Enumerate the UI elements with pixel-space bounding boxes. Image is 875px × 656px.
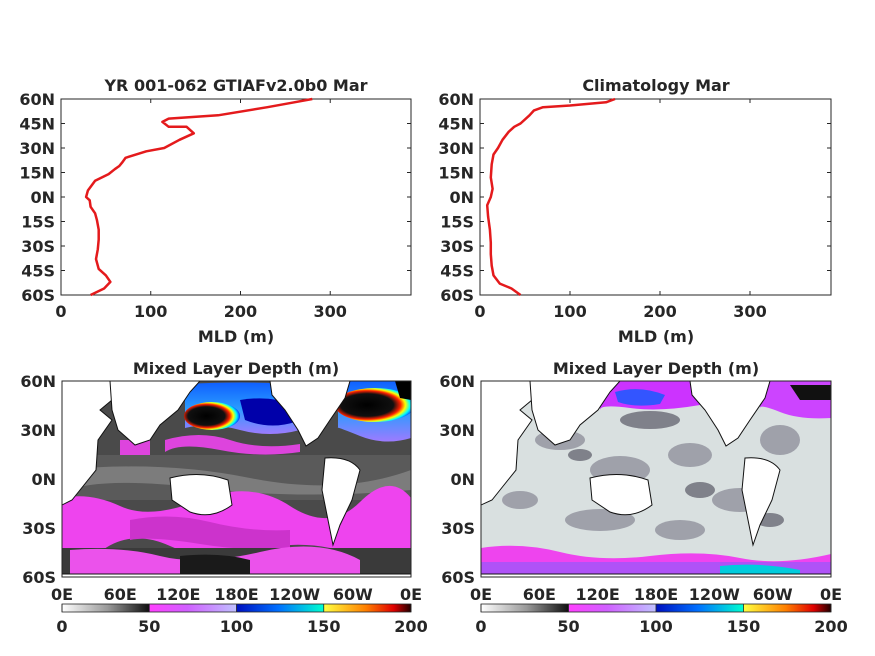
mld-map-left: Mixed Layer Depth (m) xyxy=(20,359,427,636)
y-tick-label: 45S xyxy=(21,262,55,281)
y-tick-label: 60S xyxy=(21,286,55,305)
map-y-ticks-right: 60N 30N 0N 30S 60S xyxy=(439,372,475,587)
x-tick-label: 100 xyxy=(134,302,167,321)
map-x-tick-label: 0E xyxy=(470,585,492,604)
map-y-tick-label: 30N xyxy=(439,421,475,440)
colorbar-tick-label: 200 xyxy=(394,617,427,636)
colorbar-tick-label: 50 xyxy=(138,617,160,636)
colorbar-tick-label: 100 xyxy=(220,617,253,636)
map-x-tick-label: 60W xyxy=(753,585,793,604)
map-title-right: Mixed Layer Depth (m) xyxy=(553,359,759,378)
y-tick-label: 30S xyxy=(21,237,55,256)
map-y-tick-label: 60S xyxy=(441,568,475,587)
series-line-left xyxy=(84,97,313,297)
x-tick-label: 300 xyxy=(314,302,347,321)
y-tick-label: 45N xyxy=(19,115,55,134)
map-x-tick-label: 60E xyxy=(104,585,137,604)
profile-panel-left: YR 001-062 GTIAFv2.0b0 Mar 60N45N30N15N0… xyxy=(19,76,412,346)
colorbar-tick-label: 200 xyxy=(814,617,847,636)
y-tick-label: 60N xyxy=(438,90,474,109)
x-tick-label: 200 xyxy=(224,302,257,321)
map-x-ticks-left: 0E 60E 120E 180E 120W 60W 0E xyxy=(51,585,422,604)
kuroshio-hotspot xyxy=(184,402,240,430)
colorbar-tick-label: 100 xyxy=(639,617,672,636)
map-y-tick-label: 0N xyxy=(31,470,56,489)
map-x-tick-label: 120W xyxy=(269,585,320,604)
profile-panel-right: Climatology Mar 60N45N30N15N0N15S30S45S6… xyxy=(438,76,832,346)
colorbar-ticks-left: 0 50 100 150 200 xyxy=(56,604,428,636)
y-tick-label: 15S xyxy=(21,213,55,232)
map-title-left: Mixed Layer Depth (m) xyxy=(133,359,339,378)
map-x-tick-label: 60W xyxy=(333,585,373,604)
land-mask-right xyxy=(481,381,831,577)
map-x-tick-label: 0E xyxy=(51,585,73,604)
x-tick-label: 0 xyxy=(55,302,66,321)
map-field-left xyxy=(62,381,411,577)
colorbar-ticks-right: 0 50 100 150 200 xyxy=(475,604,848,636)
y-tick-label: 15S xyxy=(440,213,474,232)
land-mask-left xyxy=(62,381,411,577)
x-tick-label: 0 xyxy=(474,302,485,321)
map-y-tick-label: 60S xyxy=(22,568,56,587)
map-x-tick-label: 180E xyxy=(214,585,258,604)
y-tick-label: 60N xyxy=(19,90,55,109)
map-y-tick-label: 60N xyxy=(20,372,56,391)
y-tick-label: 30N xyxy=(19,139,55,158)
y-tick-label: 45S xyxy=(440,262,474,281)
map-y-ticks-left: 60N 30N 0N 30S 60S xyxy=(20,372,56,587)
y-tick-label: 15N xyxy=(19,164,55,183)
y-tick-labels-right: 60N 45N 30N 15N 0N 15S 30S 45S 60S xyxy=(438,90,831,305)
colorbar-tick-label: 0 xyxy=(56,617,67,636)
map-x-tick-label: 120W xyxy=(689,585,740,604)
y-tick-label: 45N xyxy=(438,115,474,134)
map-y-tick-label: 30S xyxy=(22,519,56,538)
map-x-ticks-right: 0E 60E 120E 180E 120W 60W 0E xyxy=(470,585,842,604)
map-x-tick-label: 0E xyxy=(820,585,842,604)
x-tick-labels-left: 0 100 200 300 xyxy=(55,99,347,321)
series-line-right xyxy=(485,97,616,297)
plot-title-right: Climatology Mar xyxy=(582,76,729,95)
y-tick-label: 60S xyxy=(440,286,474,305)
map-x-tick-label: 60E xyxy=(523,585,556,604)
plot-area-left xyxy=(60,98,412,296)
y-tick-labels-left: 60N 45N 30N 15N 0N 15S 30S 45S 60S xyxy=(19,90,411,305)
mld-profile-line xyxy=(84,97,313,297)
x-axis-label-right: MLD (m) xyxy=(618,327,694,346)
map-x-tick-label: 180E xyxy=(634,585,678,604)
colorbar-tick-label: 150 xyxy=(307,617,340,636)
map-y-tick-label: 30N xyxy=(20,421,56,440)
plot-title-left: YR 001-062 GTIAFv2.0b0 Mar xyxy=(103,76,367,95)
plot-area-right xyxy=(479,98,832,296)
x-axis-label-left: MLD (m) xyxy=(198,327,274,346)
y-tick-label: 30N xyxy=(438,139,474,158)
map-field-right xyxy=(481,381,831,577)
map-x-tick-label: 120E xyxy=(156,585,200,604)
y-tick-label: 0N xyxy=(449,188,474,207)
map-y-tick-label: 60N xyxy=(439,372,475,391)
y-tick-label: 15N xyxy=(438,164,474,183)
x-tick-label: 300 xyxy=(733,302,766,321)
colorbar-tick-label: 150 xyxy=(727,617,760,636)
x-tick-label: 200 xyxy=(643,302,676,321)
gulfstream-hotspot xyxy=(335,388,411,422)
colorbar-tick-label: 50 xyxy=(557,617,579,636)
x-tick-labels-right: 0 100 200 300 xyxy=(474,99,767,321)
map-x-tick-label: 0E xyxy=(400,585,422,604)
map-y-tick-label: 30S xyxy=(441,519,475,538)
map-x-tick-label: 120E xyxy=(576,585,620,604)
y-tick-label: 30S xyxy=(440,237,474,256)
mld-map-right: Mixed Layer Depth (m) xyxy=(439,359,847,636)
mld-profile-line xyxy=(485,97,616,297)
map-frame-right xyxy=(480,380,832,578)
map-frame-left xyxy=(61,380,412,578)
map-y-tick-label: 0N xyxy=(450,470,475,489)
colorbar-tick-label: 0 xyxy=(475,617,486,636)
y-tick-label: 0N xyxy=(30,188,55,207)
x-tick-label: 100 xyxy=(553,302,586,321)
